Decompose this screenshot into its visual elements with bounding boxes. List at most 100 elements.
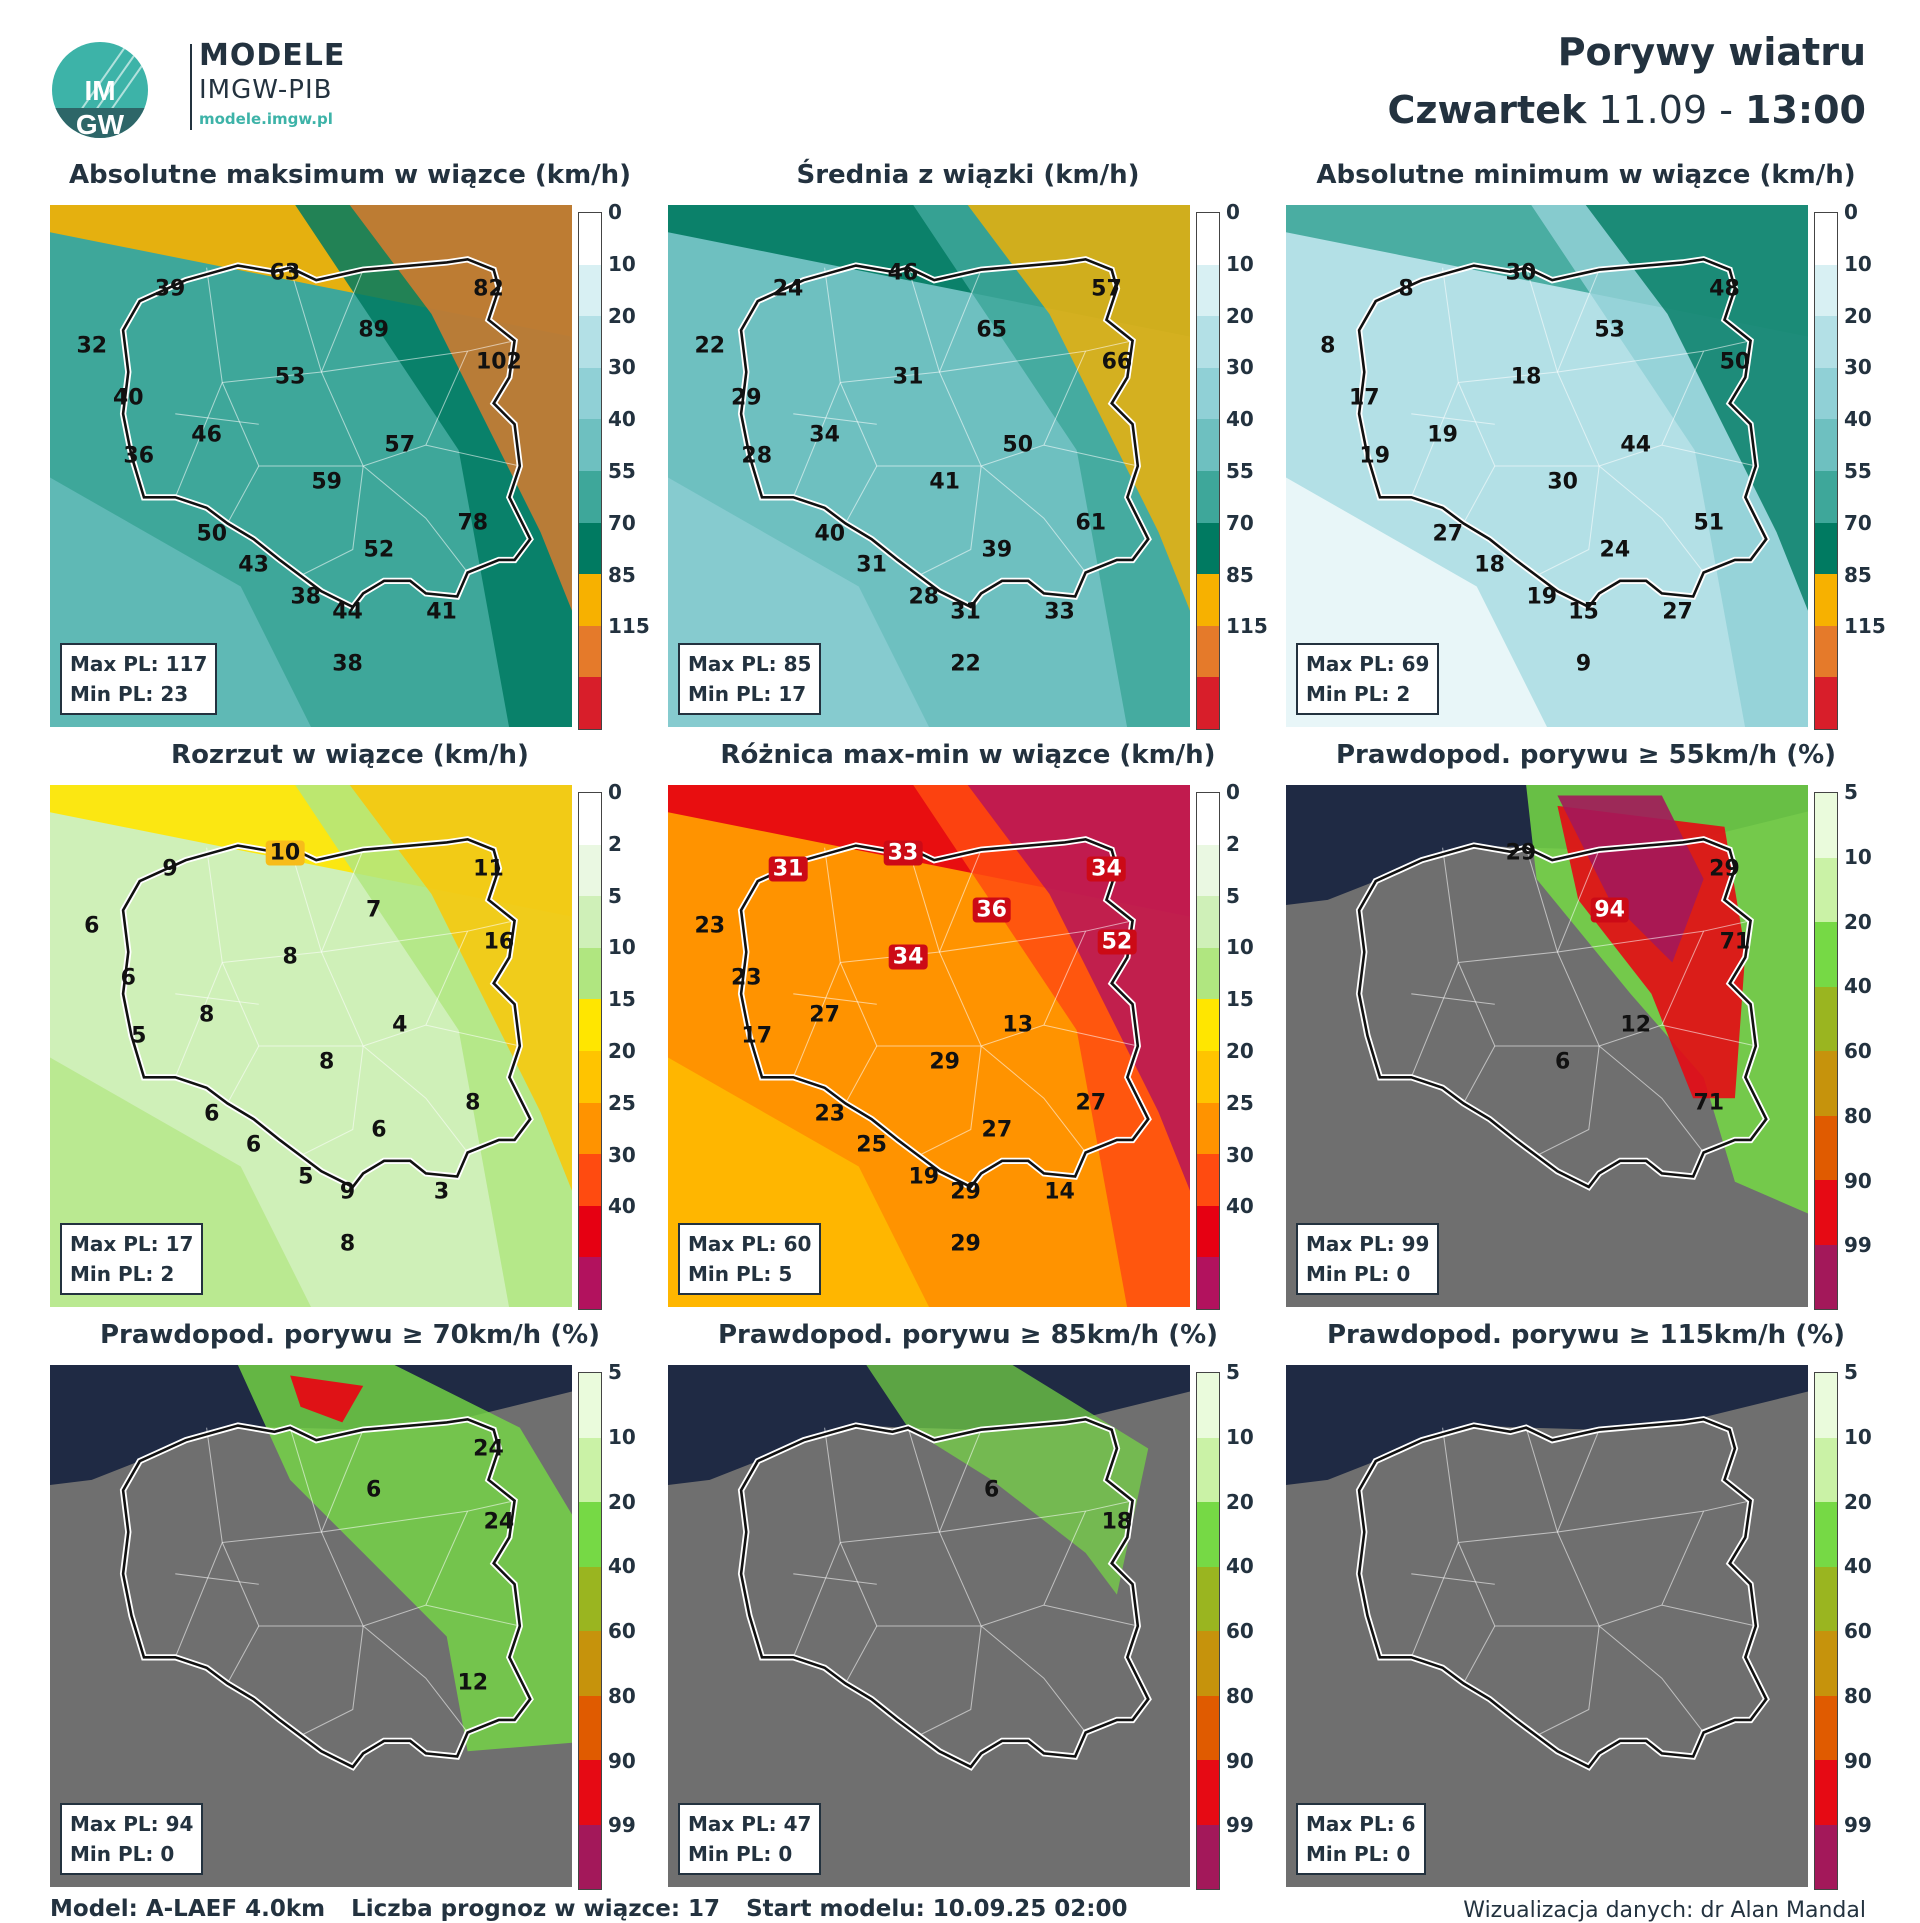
min-label: Min PL: 2 [70,1262,175,1286]
station-value: 46 [191,422,222,448]
colorbar-segment [1815,1437,1837,1502]
colorbar-segment [1197,1437,1219,1502]
field-band [349,205,572,611]
voivodeship-border [227,465,260,524]
station-value: 8 [339,1231,356,1257]
voivodeship-border [1536,1625,1600,1737]
colorbar-tick-label: 40 [1226,407,1254,432]
colorbar-segment [1815,470,1837,523]
field-band [967,785,1190,1191]
colorbar-tick-label: 20 [1844,1489,1872,1514]
station-value: 13 [1002,1012,1034,1038]
voivodeship-border [175,993,259,1005]
station-value: 10 [265,840,305,866]
sea-area [1286,1365,1808,1486]
forecast-map[interactable]: 10 9 11 6 7 16 8 6 8 4 5 8 8 6 6 6 5 9 3 8 Max PL: 17 Min PL:… [50,785,572,1307]
station-value: 3 [433,1179,450,1205]
station-value: 9 [162,856,178,882]
colorbar-segment [579,574,601,626]
colorbar-segment [1197,264,1219,317]
station-value: 36 [123,443,155,469]
forecast-map[interactable]: 46 24 57 22 65 66 31 29 34 50 28 41 61 40 39 31 28 31 33 22… [668,205,1190,727]
station-value: 9 [339,1179,356,1205]
forecast-map[interactable]: 24 6 24 12 Max PL: 94 Min PL: 0 [50,1365,572,1887]
colorbar-segment [1197,999,1219,1051]
station-value: 25 [856,1132,887,1158]
voivodeship-border [1598,465,1705,573]
colorbar-tick-label: 25 [1226,1090,1254,1115]
colorbar-labels: 5 10 20 40 60 80 90 99 [1844,780,1904,1310]
voivodeship-border [793,413,877,425]
station-value: 39 [981,537,1013,563]
min-label: Min PL: 0 [1306,1842,1411,1866]
colorbar-tick-label: 5 [608,1360,622,1384]
station-value: 6 [365,1477,382,1503]
colorbar-segment [1815,1502,1837,1567]
colorbar-segment [1197,1566,1219,1631]
station-value: 6 [1555,1049,1571,1075]
station-value: 27 [1432,521,1464,547]
station-value: 61 [1075,510,1107,536]
voivodeship-border [362,1045,469,1153]
prob-area [237,1365,572,1752]
colorbar-segment [579,213,601,265]
voivodeship-border [845,465,878,524]
station-value: 8 [1320,333,1336,359]
colorbar-segment [1815,1566,1837,1631]
voivodeship-border [1411,1573,1495,1585]
brand-name: MODELE [199,38,346,73]
brand-url[interactable]: modele.imgw.pl [199,110,333,128]
colorbar [578,792,602,1310]
forecast-map[interactable]: 6 18 Max PL: 47 Min PL: 0 [668,1365,1190,1887]
max-label: Max PL: 85 [688,652,812,676]
min-label: Min PL: 17 [688,682,807,706]
colorbar-segment [579,470,601,523]
station-value: 18 [1474,552,1505,578]
colorbar-tick-label: 80 [1844,1683,1872,1708]
colorbar-segment [1197,1205,1219,1258]
forecast-map[interactable]: 63 39 82 32 89 102 53 40 46 57 36 59 78 50 52 43 38 44 41 3… [50,205,572,727]
map-panel: Rozrzut w wiązce (km/h) 10 9 11 6 7 16 8 6 8 4 5 8 8 6… [50,740,650,1310]
colorbar-tick-label: 10 [1226,1424,1254,1449]
colorbar-tick-label: 70 [1226,510,1254,535]
colorbar-tick-label: 10 [608,1424,636,1449]
forecast-map[interactable]: 33 31 34 23 36 52 34 23 27 13 17 29 27 23 27 25 19 29 14 29… [668,785,1190,1307]
max-label: Max PL: 6 [1306,1812,1416,1836]
map-panel: Prawdopod. porywu ≥ 115km/h (%) Max PL: 6… [1286,1320,1886,1890]
station-value: 19 [1526,584,1558,609]
poland-border [121,1417,532,1769]
map-panel: Różnica max-min w wiązce (km/h) 33 31 34 23 3… [668,740,1268,1310]
poland-border [121,837,532,1189]
station-value: 19 [1427,422,1458,448]
voivodeship-border [227,1625,260,1684]
station-value: 5 [298,1164,314,1189]
colorbar-segment [1197,522,1219,575]
colorbar [1814,792,1838,1310]
station-value: 18 [1510,364,1542,390]
forecast-map[interactable]: 30 8 48 8 53 50 18 17 19 44 19 30 51 27 24 18 19 15 27 9 Max… [1286,205,1808,727]
station-value: 52 [363,537,395,563]
poland-border [739,1417,1150,1769]
voivodeship-border [425,1024,520,1047]
voivodeship-border [175,413,259,425]
colorbar-segment [1815,264,1837,317]
footer-ensemble: Liczba prognoz w wiązce: 17 [351,1896,721,1922]
min-label: Min PL: 2 [1306,682,1411,706]
station-value: 29 [1709,856,1740,882]
panel-title: Prawdopod. porywu ≥ 115km/h (%) [1326,1320,1846,1350]
station-value: 71 [1719,929,1751,955]
station-value: 63 [269,260,301,286]
max-label: Max PL: 60 [688,1232,812,1256]
station-value: 94 [1590,897,1629,923]
colorbar-tick-label: 90 [1844,1748,1872,1773]
station-value: 52 [1097,929,1137,955]
colorbar-tick-label: 30 [1226,1142,1254,1167]
station-value: 43 [238,552,269,578]
forecast-map[interactable]: Max PL: 6 Min PL: 0 [1286,1365,1808,1887]
station-value: 24 [473,1436,504,1462]
voivodeship-border [1043,444,1138,467]
forecast-map[interactable]: 29 29 94 71 12 6 71 Max PL: 99 Min PL: 0 [1286,785,1808,1307]
min-label: Min PL: 0 [70,1842,175,1866]
station-value: 102 [475,349,522,375]
voivodeship-border [1525,267,1704,373]
